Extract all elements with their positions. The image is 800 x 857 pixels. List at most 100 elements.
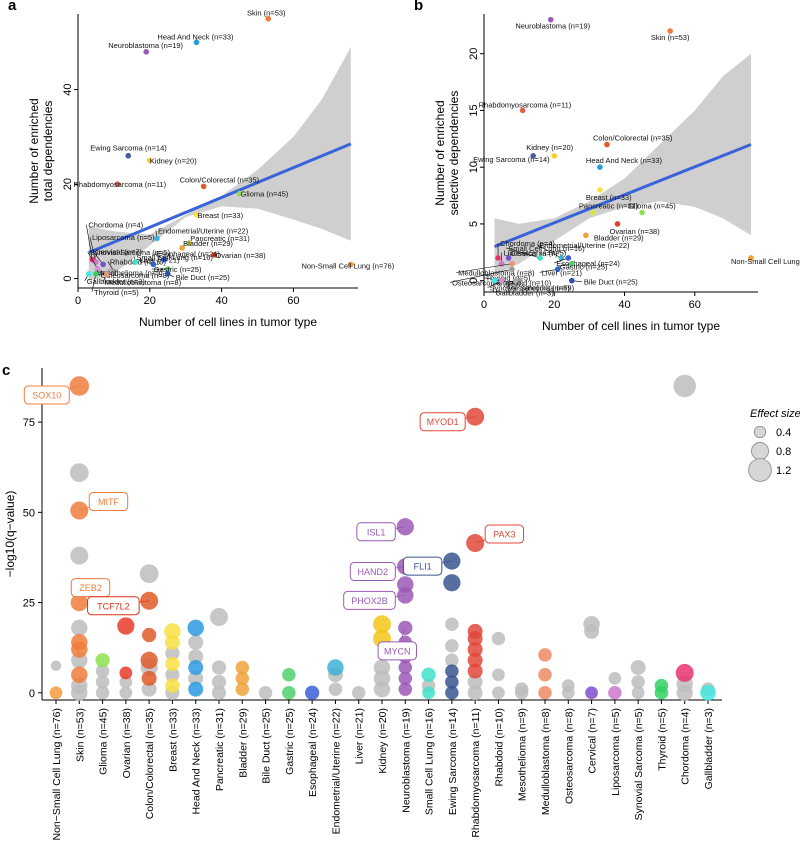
category-label: Skin (n=53) bbox=[74, 708, 86, 762]
point-ovarian-n-38 bbox=[614, 221, 621, 227]
bubble-neuroblastoma-n-19 bbox=[398, 682, 413, 696]
confidence-band bbox=[88, 47, 351, 281]
y-axis-title: −log10(q−value) bbox=[3, 491, 17, 578]
x-tick-label: 20 bbox=[548, 299, 560, 311]
point-endometrial-uterine-n-22 bbox=[154, 235, 160, 242]
gene-label-fli1: FLI1 bbox=[414, 562, 432, 572]
point-label: Kidney (n=20) bbox=[526, 143, 573, 152]
point-label: Neuroblastoma (n=19) bbox=[108, 41, 183, 50]
bubble-rhabdoid-n-10 bbox=[491, 631, 506, 646]
bubble-liver-n-21 bbox=[351, 686, 366, 700]
category-label: Liposarcoma (n=5) bbox=[610, 708, 622, 796]
category-label: Thyroid (n=5) bbox=[656, 708, 668, 771]
bubble-gastric-n-25 bbox=[282, 686, 296, 700]
panel-c: c 0 25 50 75 −log10(q−value) Non−Small Cell Lu… bbox=[2, 362, 800, 841]
bubble-liposarcoma-n-5 bbox=[608, 686, 622, 700]
x-tick-label: 60 bbox=[287, 295, 299, 307]
category-label: Mesothelioma (n=9) bbox=[517, 708, 529, 801]
point-label: Glioma (n=45) bbox=[628, 202, 676, 211]
point-glioma-n-45 bbox=[236, 190, 243, 197]
point-small-cell-lung-n-16 bbox=[537, 255, 544, 261]
point-label: Pancreatic (n=31) bbox=[190, 234, 250, 243]
bubble-colon-colorectal-n-35 bbox=[141, 670, 157, 686]
leader-line bbox=[456, 263, 513, 273]
category-label: Cervical (n=7) bbox=[587, 708, 599, 774]
point-label: Bile Duct (n=25) bbox=[176, 273, 230, 282]
bubble-rhabdomyosarcoma-n-11 bbox=[467, 685, 483, 701]
point-label: Thyroid (n=5) bbox=[486, 274, 531, 283]
bubble-head-and-neck-n-33 bbox=[188, 649, 204, 665]
point-label: Breast (n=33) bbox=[586, 193, 632, 202]
bubble-ewing-sarcoma-n-14 bbox=[445, 617, 459, 631]
bubble-breast-n-33 bbox=[164, 634, 180, 650]
point-label: Ewing Sarcoma (n=14) bbox=[473, 155, 550, 164]
bubble-rhabdomyosarcoma-n-11 bbox=[467, 663, 483, 679]
bubble-breast-n-33 bbox=[165, 667, 180, 682]
point-mesothelioma-n-9 bbox=[512, 277, 519, 284]
bubble-medulloblastoma-n-8 bbox=[538, 667, 552, 682]
bubble-rhabdomyosarcoma-n-11 bbox=[467, 652, 483, 668]
gene-label-box bbox=[349, 561, 396, 581]
point-label: Esophageal (n=24) bbox=[156, 250, 220, 259]
point-cervical-n-7 bbox=[505, 255, 512, 261]
gene-label-box bbox=[23, 385, 70, 405]
gene-label-box bbox=[87, 596, 140, 616]
point-thyroid-n-5 bbox=[93, 271, 99, 277]
point-label: Endometrial/Uterine (n=22) bbox=[539, 241, 630, 250]
point-label: Esophageal (n=24) bbox=[556, 259, 620, 268]
y-tick-label: 0 bbox=[62, 275, 74, 281]
bubble-ewing-sarcoma-n-14 bbox=[443, 574, 461, 592]
point-label: Ewing Sarcoma (n=14) bbox=[90, 144, 167, 153]
bubble-glioma-n-45 bbox=[95, 675, 110, 689]
gene-label-myod1: MYOD1 bbox=[427, 417, 459, 427]
bubble-non-small-cell-lung-n-76 bbox=[49, 686, 63, 700]
bubble-bladder-n-29 bbox=[235, 671, 250, 686]
point-label: Synovial Sarcoma (n=5) bbox=[490, 284, 571, 293]
bubble-kidney-n-20 bbox=[373, 680, 391, 698]
bubble-bile-duct-n-25 bbox=[258, 686, 273, 700]
leader-line bbox=[87, 251, 99, 270]
point-skin-n-53 bbox=[667, 28, 673, 34]
bubble-breast-n-33 bbox=[164, 623, 181, 640]
point-label: Liver (n=21) bbox=[542, 268, 583, 277]
x-axis-title: Number of cell lines in tumor type bbox=[542, 319, 720, 333]
point-synovial-sarcoma-n-5 bbox=[498, 277, 505, 284]
legend-label: 1.2 bbox=[776, 465, 791, 477]
category-label: Chordoma (n=4) bbox=[680, 708, 692, 785]
x-tick-label: 0 bbox=[75, 295, 81, 307]
bubble-chordoma-n-4 bbox=[675, 663, 694, 682]
point-head-and-neck-n-33 bbox=[193, 39, 200, 46]
gene-label-box bbox=[88, 492, 129, 512]
point-glioma-n-45 bbox=[639, 209, 645, 216]
gene-label-box bbox=[402, 556, 443, 576]
point-endometrial-uterine-n-22 bbox=[558, 255, 565, 261]
bubble-ovarian-n-38 bbox=[119, 675, 133, 689]
point-skin-n-53 bbox=[265, 15, 272, 22]
regression-line bbox=[88, 142, 352, 254]
y-axis-title: selective dependencies bbox=[447, 91, 461, 216]
point-synovial-sarcoma-n-5 bbox=[94, 266, 101, 272]
point-label: Pancreatic (n=31) bbox=[579, 202, 639, 211]
category-label: Rhabdoid (n=10) bbox=[493, 708, 505, 787]
point-colon-colorectal-n-35 bbox=[200, 183, 207, 190]
point-label: Osteosarcoma (n=8) bbox=[101, 271, 170, 280]
panel-label: c bbox=[2, 362, 10, 379]
point-colon-colorectal-n-35 bbox=[604, 141, 610, 148]
y-tick-label: 20 bbox=[62, 178, 74, 190]
bubble-head-and-neck-n-33 bbox=[187, 619, 204, 637]
point-label: Skin (n=53) bbox=[247, 9, 286, 18]
point-pancreatic-n-31 bbox=[186, 240, 193, 246]
bubble-breast-n-33 bbox=[165, 645, 180, 661]
bubble-ovarian-n-38 bbox=[119, 686, 133, 700]
point-ewing-sarcoma-n-14 bbox=[125, 152, 132, 159]
point-label: Mesothelioma (n=9) bbox=[508, 284, 575, 293]
bubble-skin-n-53 bbox=[69, 463, 89, 483]
y-tick-label: 20 bbox=[468, 48, 480, 60]
leader-line bbox=[86, 224, 93, 260]
bubble-esophageal-n-24 bbox=[305, 685, 320, 700]
point-medulloblastoma-n-8 bbox=[103, 271, 110, 278]
point-label: Small Cell Lung (n=16) bbox=[136, 253, 213, 262]
category-label: Liver (n=21) bbox=[354, 708, 366, 764]
point-label: Synovial Sarcoma (n=5) bbox=[90, 248, 171, 257]
